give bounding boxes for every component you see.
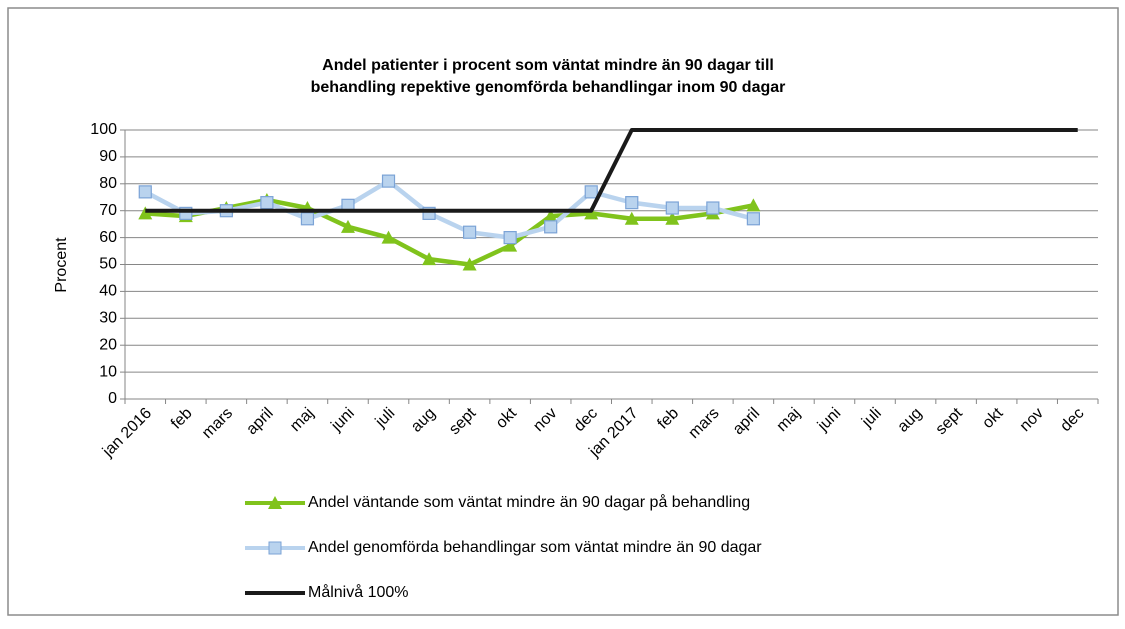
marker [746, 212, 760, 226]
y-tick-label: 100 [90, 121, 117, 138]
marker [138, 185, 152, 199]
marker [665, 201, 679, 215]
marker [463, 225, 477, 239]
marker [503, 238, 518, 252]
legend-label: Andel genomförda behandlingar som väntat… [308, 539, 762, 556]
marker [584, 185, 598, 199]
series-line [145, 128, 1078, 213]
marker [544, 220, 558, 234]
marker [138, 206, 153, 220]
y-tick-label: 10 [99, 363, 117, 380]
y-tick-label: 70 [99, 202, 117, 219]
y-tick-label: 50 [99, 256, 117, 273]
marker [260, 196, 274, 210]
marker [462, 257, 477, 271]
marker [340, 219, 355, 233]
marker [706, 201, 720, 215]
y-tick-label: 30 [99, 310, 117, 327]
y-tick-label: 20 [99, 336, 117, 353]
legend-label: Andel väntande som väntat mindre än 90 d… [308, 493, 750, 511]
y-axis-label: Procent [53, 237, 70, 293]
marker [543, 209, 558, 223]
marker [665, 211, 680, 225]
legend-label: Målnivå 100% [308, 583, 409, 601]
y-tick-label: 90 [99, 148, 117, 165]
y-tick-label: 80 [99, 175, 117, 192]
series-line [145, 197, 754, 267]
marker [381, 230, 396, 244]
series-line [144, 178, 754, 240]
marker [624, 211, 639, 225]
marker [625, 196, 639, 210]
legend-marker [268, 541, 282, 555]
marker [503, 231, 517, 245]
y-tick-label: 60 [99, 229, 117, 246]
legend-marker [268, 496, 282, 509]
chart-title: Andel patienter i procent som väntat min… [322, 57, 774, 74]
marker [746, 198, 761, 212]
chart-title: behandling repektive genomförda behandli… [311, 79, 786, 96]
marker [422, 252, 437, 266]
marker [300, 212, 315, 226]
chart-border [7, 7, 1119, 616]
y-tick-label: 40 [99, 283, 117, 300]
y-tick-label: 0 [108, 390, 117, 407]
marker [584, 206, 599, 220]
marker [381, 174, 396, 188]
